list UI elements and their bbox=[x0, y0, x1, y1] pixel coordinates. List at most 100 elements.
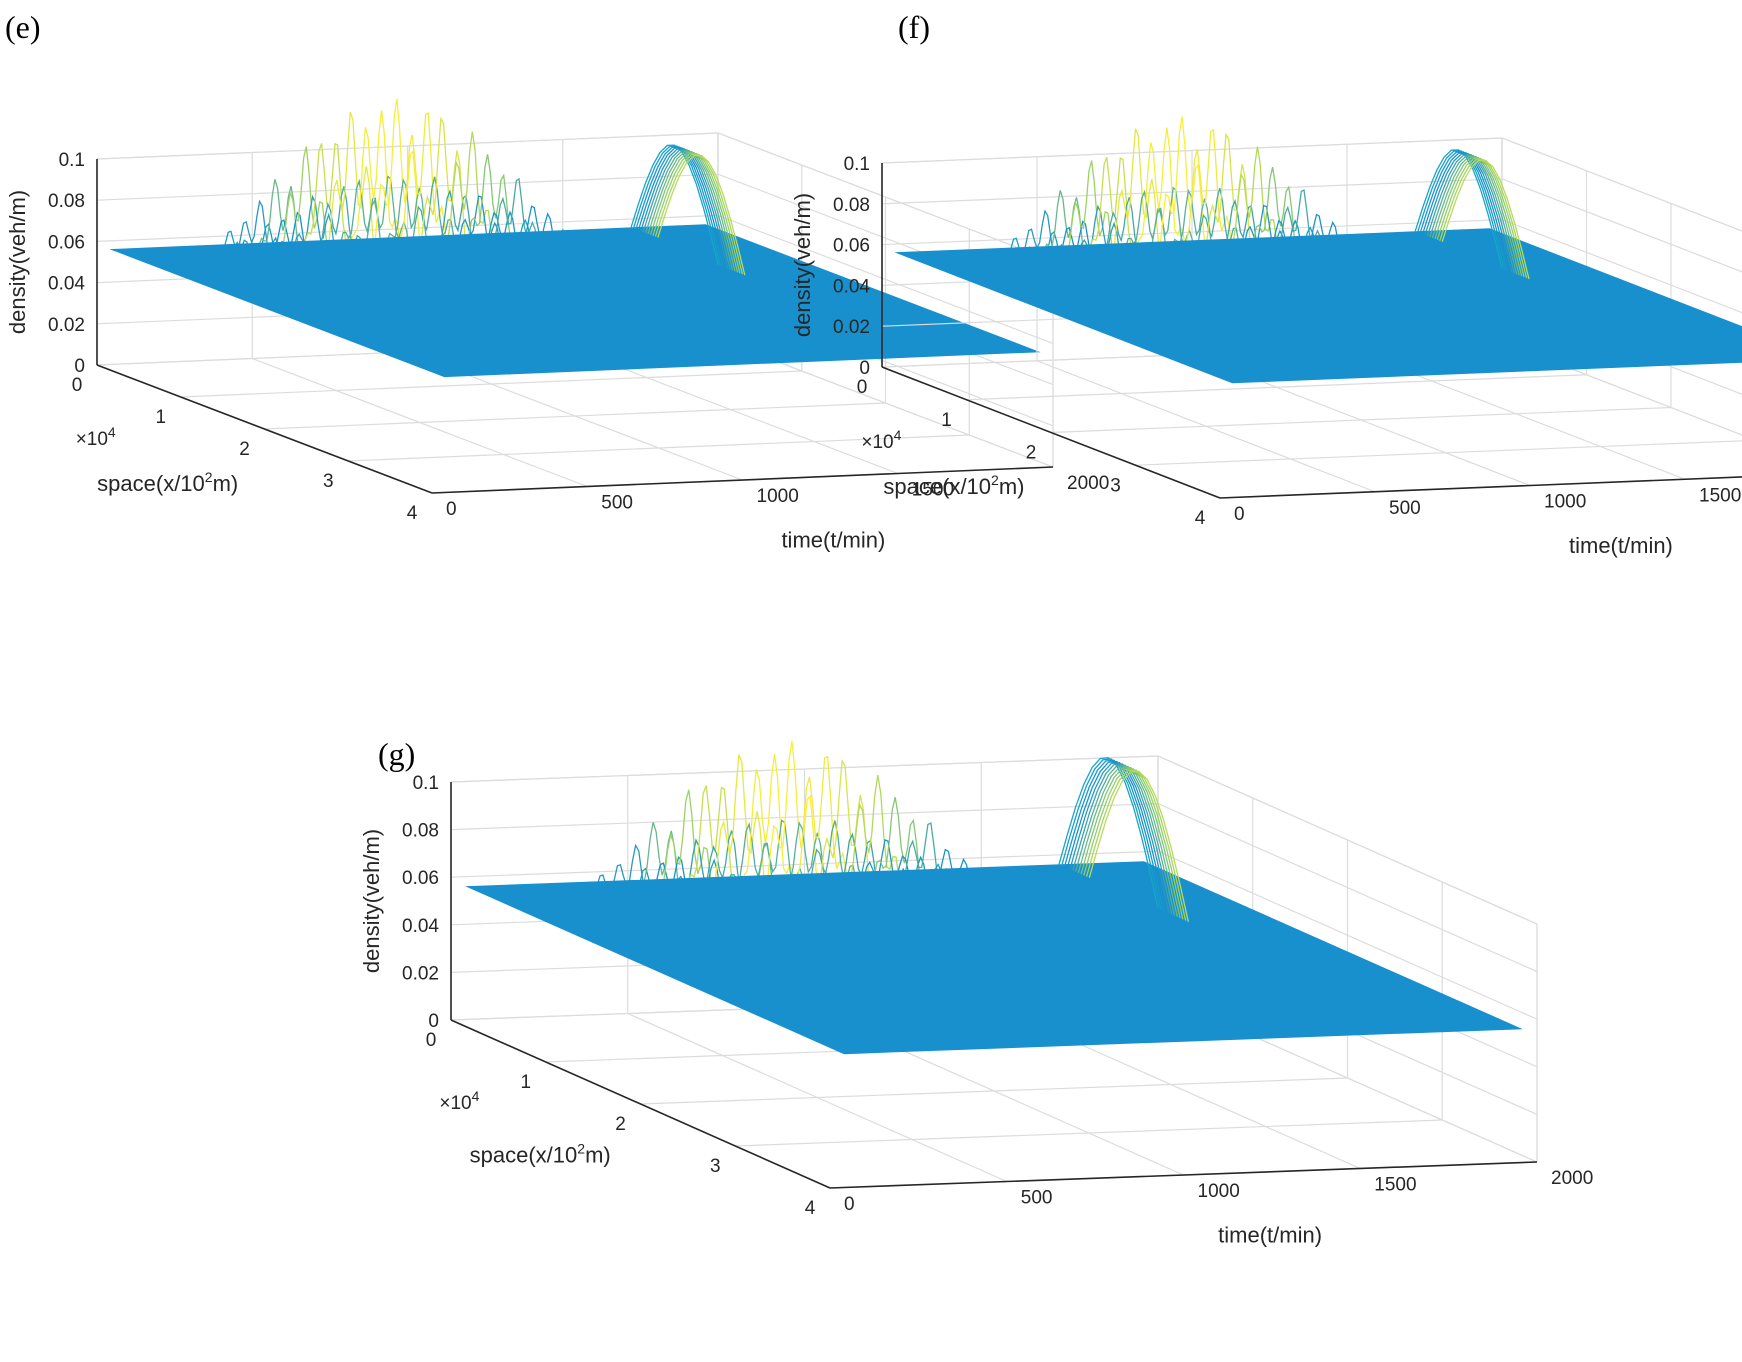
x-axis-line bbox=[450, 1019, 831, 1189]
end-peak-mesh-line bbox=[1085, 769, 1187, 921]
y-axis-label: time(t/min) bbox=[1218, 1222, 1322, 1247]
end-peak-mesh-line bbox=[1426, 154, 1515, 274]
end-peak-mesh-line bbox=[1429, 155, 1518, 275]
z-tick-label: 0.1 bbox=[59, 150, 85, 171]
density-surface bbox=[894, 116, 1742, 384]
y-tick-label: 500 bbox=[1021, 1188, 1053, 1209]
wave-mesh-line bbox=[395, 112, 451, 275]
y-gridline bbox=[627, 775, 1007, 1183]
panel-label: (f) bbox=[898, 9, 930, 45]
y-tick-label: 0 bbox=[1234, 504, 1245, 525]
end-peak-mesh-line bbox=[1083, 768, 1184, 920]
wave-mesh-line bbox=[1133, 127, 1190, 281]
end-peak-mesh-line bbox=[1058, 757, 1159, 909]
end-peak-mesh-line bbox=[1088, 770, 1189, 922]
x-multiplier: ×104 bbox=[861, 427, 901, 453]
panel-label: (g) bbox=[378, 736, 415, 772]
y-gridline bbox=[251, 152, 588, 488]
x-tick-label: 1 bbox=[520, 1072, 531, 1093]
x-axis-label: space(x/102m) bbox=[883, 472, 1024, 499]
end-peak-mesh-line bbox=[649, 151, 739, 273]
z-tick-label: 0 bbox=[74, 356, 85, 377]
y-axis-label: time(t/min) bbox=[781, 527, 885, 552]
end-peak-mesh-line bbox=[1414, 149, 1503, 269]
end-peak-mesh-line bbox=[647, 150, 736, 272]
wave-mesh-line bbox=[1180, 128, 1236, 280]
x-multiplier: ×104 bbox=[76, 424, 116, 450]
wave-mesh-line bbox=[1192, 187, 1248, 279]
end-peak-mesh-line bbox=[1074, 764, 1176, 916]
wave-mesh-line bbox=[442, 131, 498, 273]
y-tick-label: 1500 bbox=[912, 480, 954, 501]
wave-mesh-line bbox=[764, 740, 827, 925]
y-axis-line bbox=[829, 1161, 1538, 1189]
y-tick-label: 1000 bbox=[1198, 1181, 1240, 1202]
axis-labels: density(veh/m)space(x/102m)time(t/min)×1… bbox=[359, 829, 1322, 1247]
subplot-g: 0 0.02 0.04 0.06 0.08 0.1 0 1 2 3 4 0 500 1000 1500 200… bbox=[359, 736, 1593, 1247]
z-tick-label: 0.04 bbox=[48, 274, 85, 295]
end-peak-mesh-line bbox=[1069, 762, 1170, 914]
y-tick-label: 1000 bbox=[757, 486, 799, 507]
x-axis-label-suffix: m) bbox=[213, 471, 239, 496]
wave-mesh-line bbox=[278, 146, 334, 280]
x-tick-label: 4 bbox=[407, 503, 418, 524]
axis-labels: density(veh/m) space(x/102m) time(t/min) ×1… bbox=[790, 193, 1673, 558]
x-axis-label-prefix: space(x/10 bbox=[97, 471, 205, 496]
y-tick-label: 1500 bbox=[1699, 485, 1741, 506]
axes-lines bbox=[450, 782, 1538, 1189]
wave-mesh-line bbox=[488, 177, 544, 271]
x-axis-label-prefix: space(x/10 bbox=[470, 1143, 578, 1168]
end-peak bbox=[630, 144, 746, 276]
y-tick-label: 1500 bbox=[1374, 1175, 1416, 1196]
x-tick-label: 4 bbox=[805, 1198, 816, 1219]
x-multiplier-exp: 4 bbox=[472, 1088, 480, 1104]
end-peak-mesh-line bbox=[1436, 157, 1525, 278]
axis-labels: density(veh/m)space(x/102m)time(t/min)×1… bbox=[5, 190, 885, 552]
x-tick-label: 2 bbox=[1026, 443, 1037, 464]
x-axis-line bbox=[96, 364, 433, 494]
z-tick-label: 0.08 bbox=[833, 195, 870, 216]
wave-mesh-line bbox=[348, 110, 404, 277]
z-tick-label: 0 bbox=[428, 1011, 439, 1032]
y-axis-label: time(t/min) bbox=[1569, 533, 1673, 558]
z-tick-label: 0.08 bbox=[402, 821, 439, 842]
x-axis-label-suffix: m) bbox=[999, 474, 1025, 499]
z-tick-label: 0.04 bbox=[833, 276, 870, 297]
axes-lines bbox=[96, 159, 1054, 494]
end-peak-mesh-line bbox=[1439, 158, 1528, 279]
end-peak-mesh-line bbox=[645, 150, 734, 271]
wave-mesh-line bbox=[1157, 116, 1213, 281]
x-tick-label: 3 bbox=[710, 1156, 721, 1177]
x-tick-label: 1 bbox=[155, 407, 166, 428]
x-multiplier-base: ×10 bbox=[439, 1093, 471, 1114]
wave-mesh-line bbox=[737, 753, 800, 925]
y-tick-label: 1000 bbox=[1544, 492, 1586, 513]
z-tick-label: 0.06 bbox=[402, 868, 439, 889]
x-multiplier-base: ×10 bbox=[76, 429, 108, 450]
x-gridline bbox=[1135, 440, 1742, 466]
density-plateau bbox=[465, 861, 1523, 1055]
y-tick-label: 500 bbox=[1389, 498, 1421, 519]
end-peak-mesh-line bbox=[1441, 159, 1530, 280]
x-tick-label: 1 bbox=[941, 410, 952, 431]
axes-lines bbox=[881, 163, 1742, 499]
density-surface bbox=[109, 98, 1041, 378]
x-multiplier-exp: 4 bbox=[894, 427, 902, 443]
z-axis-label: density(veh/m) bbox=[790, 193, 815, 337]
x-tick-label: 3 bbox=[1110, 475, 1121, 496]
x-axis-label-exp: 2 bbox=[991, 472, 999, 488]
x-axis-label: space(x/102m) bbox=[470, 1141, 611, 1168]
y-axis-line bbox=[431, 466, 1054, 494]
end-peak-mesh-line bbox=[1063, 759, 1165, 911]
end-peak-mesh-line bbox=[1417, 150, 1506, 270]
z-tick-label: 0.08 bbox=[48, 191, 85, 212]
end-peak bbox=[1058, 757, 1189, 922]
y-gridline bbox=[1036, 156, 1376, 493]
x-tick-label: 2 bbox=[615, 1114, 626, 1135]
x-multiplier: ×104 bbox=[439, 1088, 479, 1114]
end-peak-mesh-line bbox=[642, 149, 731, 270]
x-multiplier-base: ×10 bbox=[861, 432, 893, 453]
